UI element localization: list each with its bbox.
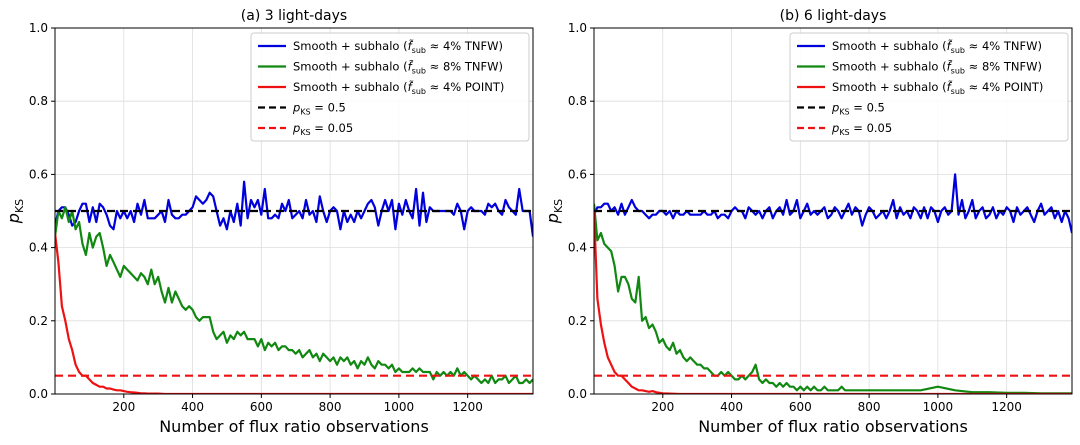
panel-b: 200 400 600 800 1000 1200 0.0 0.2 0.4 0.6 0.8 1.0 (b… (543, 8, 1073, 436)
y-tick-label: 1.0 (29, 21, 48, 35)
legend-label: pKS = 0.5 (292, 101, 346, 117)
x-tick-label: 600 (789, 400, 812, 414)
legend-label: Smooth + subhalo (f̃sub ≈ 8% TNFW) (293, 59, 503, 75)
x-tick-label: 600 (250, 400, 273, 414)
x-axis-label: Number of flux ratio observations (698, 417, 968, 436)
legend-label: pKS = 0.5 (831, 101, 885, 117)
legend-box (250, 32, 530, 142)
x-axis-label: Number of flux ratio observations (159, 417, 429, 436)
y-tick-label: 1.0 (568, 21, 587, 35)
y-tick-label: 0.8 (568, 94, 587, 108)
x-tick-label: 200 (112, 400, 135, 414)
legend-label: Smooth + subhalo (f̃sub ≈ 4% POINT) (293, 80, 504, 96)
plot-area (594, 173, 1072, 394)
series-line-point4 (55, 232, 533, 394)
y-tick-label: 0.6 (29, 167, 48, 181)
y-tick-label: 0.6 (568, 167, 587, 181)
x-tick-label: 400 (181, 400, 204, 414)
legend-label: pKS = 0.05 (292, 121, 353, 137)
series-line-tnfw8 (594, 203, 1072, 394)
x-tick-label: 200 (651, 400, 674, 414)
x-tick-label: 1200 (991, 400, 1022, 414)
axes-frame (54, 27, 534, 395)
x-tick-label: 1000 (923, 400, 954, 414)
y-tick-label: 0.0 (29, 387, 48, 401)
legend-box (789, 32, 1069, 142)
legend-label: Smooth + subhalo (f̃sub ≈ 8% TNFW) (832, 59, 1042, 75)
y-axis-label: pKS (543, 199, 565, 224)
y-tick-label: 0.2 (568, 314, 587, 328)
y-tick-label: 0.8 (29, 94, 48, 108)
legend-label: Smooth + subhalo (f̃sub ≈ 4% TNFW) (832, 39, 1042, 55)
x-tick-label: 1200 (452, 400, 483, 414)
legend-label: Smooth + subhalo (f̃sub ≈ 4% POINT) (832, 80, 1043, 96)
series-line-tnfw4 (55, 180, 533, 237)
x-tick-label: 400 (720, 400, 743, 414)
x-tick-label: 1000 (384, 400, 415, 414)
series-line-tnfw8 (55, 206, 533, 385)
chart-title: (a) 3 light-days (241, 8, 347, 24)
legend: Smooth + subhalo (f̃sub ≈ 4% TNFW) Smooth… (789, 32, 1069, 142)
x-tick-label: 800 (319, 400, 342, 414)
plot-area (55, 180, 533, 394)
axes-frame (593, 27, 1073, 395)
series-line-tnfw4 (594, 173, 1072, 234)
y-tick-label: 0.4 (29, 241, 48, 255)
chart-title: (b) 6 light-days (780, 8, 887, 24)
y-axis-label: pKS (4, 199, 26, 224)
y-tick-label: 0.4 (568, 241, 587, 255)
panel-a: 200 400 600 800 1000 1200 0.0 0.2 0.4 0.6 0.8 1.0 (a… (4, 8, 534, 436)
y-tick-label: 0.0 (568, 387, 587, 401)
y-tick-label: 0.2 (29, 314, 48, 328)
series-line-point4 (594, 210, 1072, 394)
legend: Smooth + subhalo (f̃sub ≈ 4% TNFW) Smooth… (250, 32, 530, 142)
legend-label: pKS = 0.05 (831, 121, 892, 137)
legend-label: Smooth + subhalo (f̃sub ≈ 4% TNFW) (293, 39, 503, 55)
x-tick-label: 800 (858, 400, 881, 414)
